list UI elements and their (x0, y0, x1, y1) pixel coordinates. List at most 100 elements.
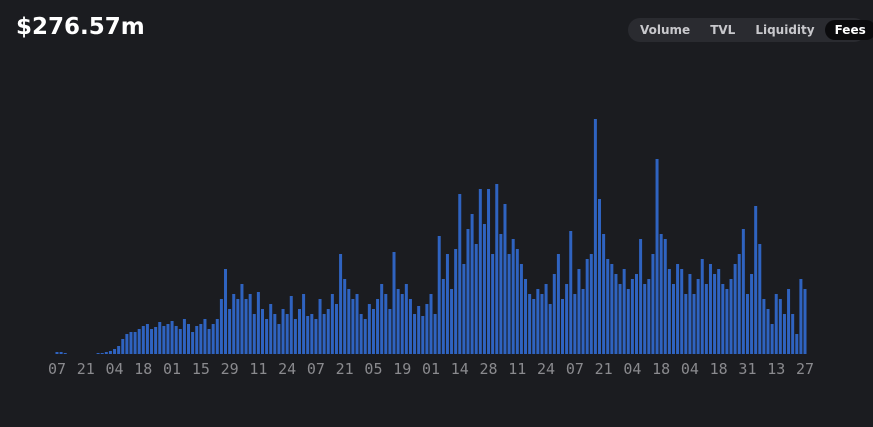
bar (351, 299, 355, 354)
bar (791, 314, 795, 354)
bar (507, 254, 511, 354)
toggle-option[interactable]: Fees (824, 20, 873, 40)
bar (573, 294, 577, 354)
bar (289, 296, 293, 354)
toggle-option[interactable]: Liquidity (755, 23, 815, 37)
bar (195, 326, 199, 354)
bar (569, 231, 573, 354)
bar (445, 254, 449, 354)
x-tick-label: 11 (249, 360, 267, 378)
bar (799, 279, 803, 354)
bar (236, 299, 240, 354)
bar (593, 119, 597, 354)
bar (696, 279, 700, 354)
x-tick-label: 21 (595, 360, 613, 378)
bar (281, 309, 285, 354)
bar (754, 206, 758, 354)
bar (458, 194, 462, 354)
bar (310, 314, 314, 354)
bar (680, 269, 684, 354)
bar (108, 351, 112, 354)
bar (618, 284, 622, 354)
bar (561, 299, 565, 354)
x-tick-label: 05 (364, 360, 382, 378)
bar (585, 259, 589, 354)
x-tick-label: 28 (480, 360, 498, 378)
bar (125, 334, 129, 354)
bar (174, 326, 178, 354)
bar (404, 284, 408, 354)
bar (240, 284, 244, 354)
x-tick-label: 14 (451, 360, 469, 378)
bar (63, 353, 67, 354)
x-tick-label: 07 (307, 360, 325, 378)
bar (462, 264, 466, 354)
bar (376, 299, 380, 354)
bar (380, 284, 384, 354)
bar (577, 269, 581, 354)
bar (199, 324, 203, 354)
bar (158, 322, 162, 354)
bar (684, 294, 688, 354)
x-tick-label: 19 (393, 360, 411, 378)
bar (482, 224, 486, 354)
bar (400, 294, 404, 354)
bar (392, 252, 396, 354)
bar (219, 299, 223, 354)
bar (729, 279, 733, 354)
bar (256, 292, 260, 354)
bar (552, 274, 556, 354)
bar (487, 189, 491, 354)
bar (129, 332, 133, 354)
bar (737, 254, 741, 354)
bar (614, 274, 618, 354)
bar (602, 234, 606, 354)
bar (141, 326, 145, 354)
bar (437, 236, 441, 354)
x-tick-label: 13 (767, 360, 785, 378)
bar (787, 289, 791, 354)
bar (450, 289, 454, 354)
bar (556, 254, 560, 354)
bar (343, 279, 347, 354)
bar (211, 324, 215, 354)
bar (413, 314, 417, 354)
bar (363, 319, 367, 354)
bar (113, 349, 117, 354)
bar (491, 254, 495, 354)
toggle-option[interactable]: TVL (710, 23, 736, 37)
bar (565, 284, 569, 354)
bar (671, 284, 675, 354)
total-value: $276.57m (16, 14, 145, 40)
bar (741, 229, 745, 354)
bar (203, 319, 207, 354)
bar (548, 304, 552, 354)
bar (528, 294, 532, 354)
bar (347, 289, 351, 354)
bar (248, 294, 252, 354)
bar (166, 324, 170, 354)
bar (503, 204, 507, 354)
bar (713, 274, 717, 354)
metric-toggle: Volume TVL Liquidity Fees (628, 18, 873, 42)
bar (536, 289, 540, 354)
x-tick-label: 18 (652, 360, 670, 378)
bar (803, 289, 807, 354)
bar (137, 329, 141, 354)
bar (425, 304, 429, 354)
bar (96, 353, 100, 354)
bar (297, 309, 301, 354)
bar (441, 279, 445, 354)
bar (318, 299, 322, 354)
bar (232, 294, 236, 354)
bar (659, 234, 663, 354)
bar (170, 321, 174, 354)
x-tick-label: 04 (623, 360, 641, 378)
x-tick-label: 01 (422, 360, 440, 378)
bar (371, 309, 375, 354)
bar (121, 339, 125, 354)
toggle-option[interactable]: Volume (640, 23, 691, 37)
bar (207, 329, 211, 354)
